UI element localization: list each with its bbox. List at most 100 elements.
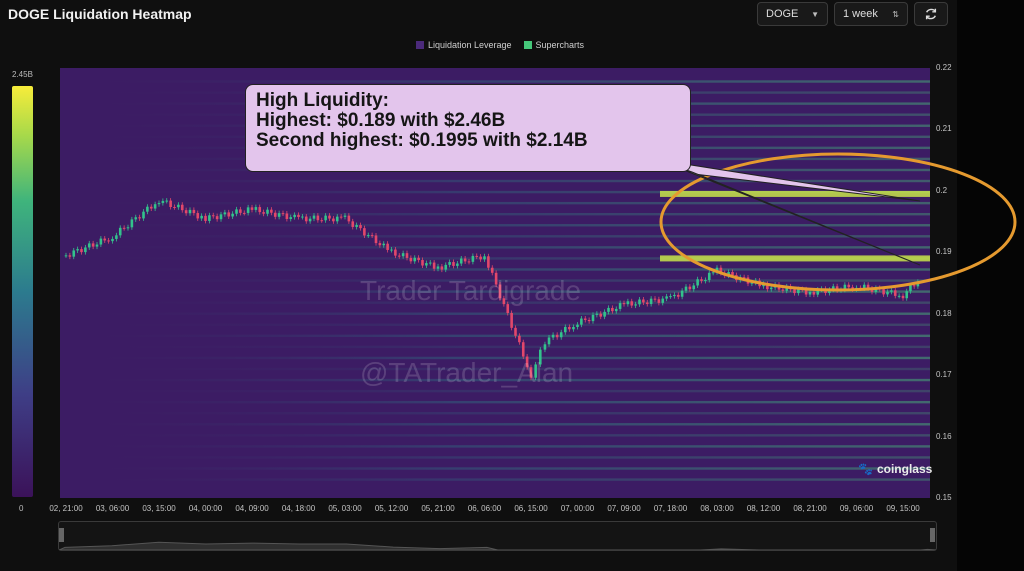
watermark-line2: @TATrader_Alan xyxy=(360,357,574,388)
candle-body xyxy=(735,275,738,281)
refresh-button[interactable] xyxy=(914,2,948,26)
candle-body xyxy=(448,262,451,265)
candle-body xyxy=(591,314,595,322)
candle-body xyxy=(551,334,555,338)
candle-body xyxy=(746,277,750,284)
callout-line2: Highest: $0.189 with $2.46B xyxy=(256,110,506,131)
candle-body xyxy=(638,299,641,305)
candle-body xyxy=(595,313,599,315)
x-tick-label: 07, 00:00 xyxy=(560,504,595,513)
candle-body xyxy=(727,272,730,276)
range-navigator[interactable] xyxy=(58,521,937,560)
candle-body xyxy=(138,217,141,219)
candle-body xyxy=(328,215,331,219)
candle-body xyxy=(200,215,203,219)
legend-item-liquidation-leverage[interactable]: Liquidation Leverage xyxy=(415,40,512,50)
candle-body xyxy=(428,262,432,264)
candle-body xyxy=(766,283,769,290)
navigator-right-handle[interactable] xyxy=(930,528,935,542)
coin-select-value: DOGE xyxy=(766,8,799,20)
candle-body xyxy=(475,255,479,257)
x-tick-label: 05, 03:00 xyxy=(328,504,362,513)
candle-body xyxy=(800,289,804,291)
high-liquidity-level xyxy=(660,190,930,197)
candle-body xyxy=(374,235,378,244)
candle-body xyxy=(297,214,300,217)
legend-item-supercharts[interactable]: Supercharts xyxy=(523,40,584,50)
candle-body xyxy=(339,216,343,218)
candle-body xyxy=(630,301,634,306)
heatmap-band xyxy=(60,400,930,404)
colorbar-max-label: 2.45B xyxy=(12,70,33,79)
candle-body xyxy=(169,200,172,207)
candle-body xyxy=(808,291,812,295)
candle-body xyxy=(390,249,393,251)
candle-body xyxy=(320,220,324,222)
candle-body xyxy=(514,327,517,336)
candle-body xyxy=(580,318,583,325)
heatmap-band xyxy=(60,201,930,205)
candle-body xyxy=(231,213,234,217)
candle-body xyxy=(680,290,684,297)
candle-body xyxy=(723,272,727,276)
candle-body xyxy=(820,288,823,290)
candle-body xyxy=(731,272,734,276)
candle-body xyxy=(543,344,547,350)
candle-body xyxy=(417,257,420,261)
candle-body xyxy=(316,215,320,221)
candle-body xyxy=(886,291,889,295)
candle-body xyxy=(425,263,428,266)
candle-body xyxy=(355,225,358,227)
candle-body xyxy=(518,335,521,343)
candle-body xyxy=(555,334,559,338)
x-tick-label: 04, 18:00 xyxy=(281,504,316,513)
navigator-left-handle[interactable] xyxy=(59,528,64,542)
y-tick-label: 0.15 xyxy=(936,493,952,502)
candle-body xyxy=(76,249,79,251)
candle-body xyxy=(277,213,281,217)
candle-body xyxy=(789,286,792,290)
x-tick-label: 06, 06:00 xyxy=(467,504,502,513)
candle-body xyxy=(862,284,866,289)
brand-label: coinglass xyxy=(876,462,933,476)
candle-body xyxy=(180,204,184,211)
range-select[interactable]: 1 week ⇅ xyxy=(834,2,908,26)
candle-body xyxy=(440,266,444,270)
heatmap-band xyxy=(60,345,930,349)
candle-body xyxy=(242,212,246,214)
x-tick-label: 09, 15:00 xyxy=(886,504,920,513)
candle-body xyxy=(386,243,389,250)
candle-body xyxy=(669,296,672,298)
heatmap-band xyxy=(60,312,930,315)
candle-body xyxy=(715,267,719,273)
candle-body xyxy=(893,290,897,296)
candle-body xyxy=(219,214,223,220)
candle-body xyxy=(215,216,219,220)
candle-body xyxy=(587,319,591,322)
candle-body xyxy=(661,298,665,303)
heatmap-band xyxy=(60,235,930,238)
candle-body xyxy=(262,212,265,214)
candle-body xyxy=(467,261,471,263)
colorbar-min-label: 0 xyxy=(19,504,24,513)
candle-body xyxy=(394,249,397,256)
x-tick-label: 05, 12:00 xyxy=(374,504,409,513)
candle-body xyxy=(87,243,91,248)
candle-body xyxy=(463,258,467,262)
candle-body xyxy=(64,255,68,257)
x-tick-label: 08, 12:00 xyxy=(746,504,781,513)
candle-body xyxy=(890,290,893,292)
heatmap-band xyxy=(60,179,930,183)
coin-select[interactable]: DOGE ▼ xyxy=(757,2,828,26)
x-tick-label: 08, 03:00 xyxy=(700,504,734,513)
candle-body xyxy=(618,303,622,309)
candle-body xyxy=(719,267,723,273)
candle-body xyxy=(547,337,551,345)
candle-body xyxy=(165,200,169,202)
candle-body xyxy=(99,238,103,245)
candle-body xyxy=(188,209,192,214)
high-liquidity-level xyxy=(660,255,930,262)
x-tick-label: 04, 09:00 xyxy=(235,504,269,513)
candle-body xyxy=(711,272,715,274)
range-select-value: 1 week xyxy=(843,8,878,20)
